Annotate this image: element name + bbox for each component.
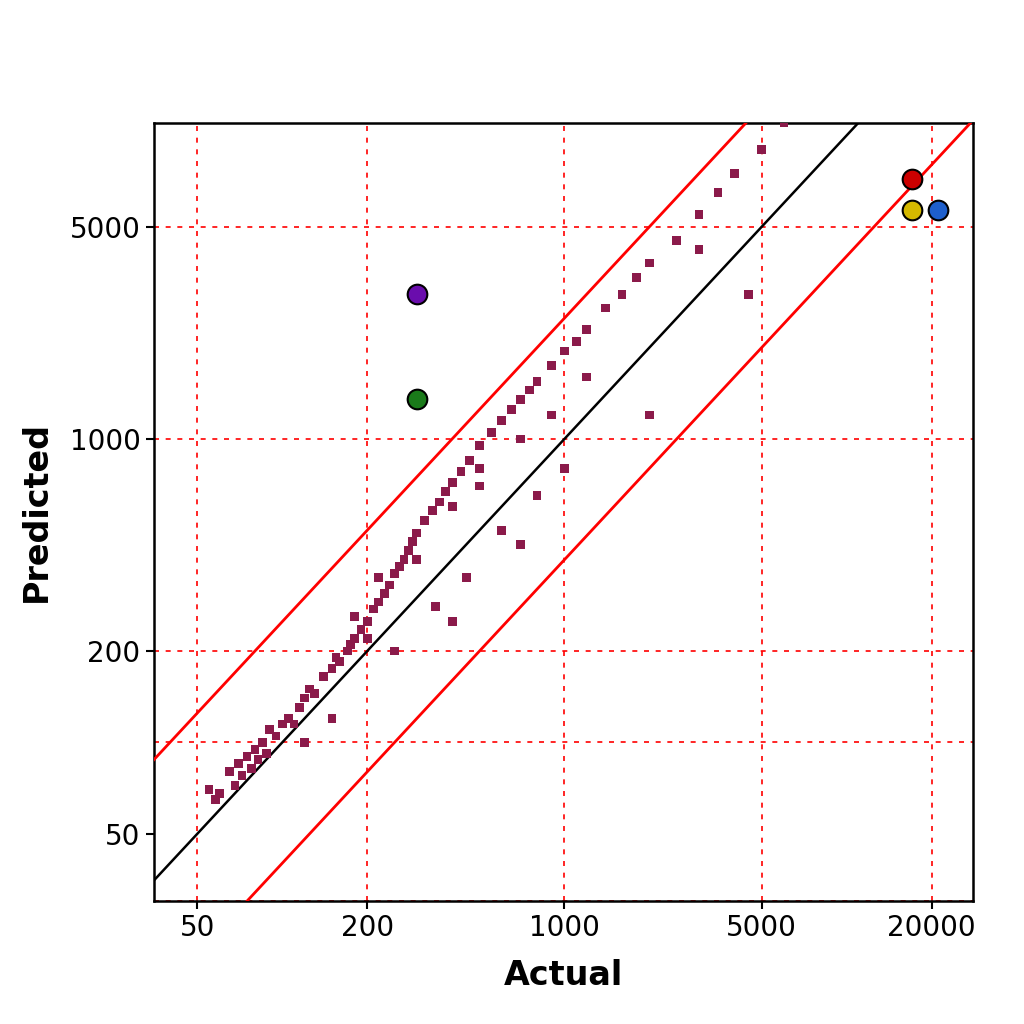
Y-axis label: Predicted: Predicted [19, 422, 53, 602]
Point [391, 558, 408, 574]
Point [471, 460, 487, 476]
Point [286, 716, 302, 732]
Point [268, 728, 285, 744]
Point [324, 660, 340, 677]
Point [230, 756, 247, 772]
Point [494, 522, 510, 539]
Point [381, 577, 397, 593]
Point [776, 115, 793, 131]
Point [494, 413, 510, 429]
Point [404, 534, 421, 550]
Point [365, 601, 381, 617]
Point [726, 165, 742, 181]
Point [613, 286, 630, 302]
Point [544, 407, 560, 423]
Point [315, 669, 332, 685]
Point [691, 206, 708, 222]
Point [431, 494, 447, 510]
Point [386, 643, 402, 659]
Point [453, 464, 469, 480]
Point [296, 734, 312, 751]
Point [324, 711, 340, 727]
Point [710, 184, 726, 201]
Point [903, 202, 920, 218]
Point [376, 585, 392, 601]
Point [233, 767, 250, 783]
Point [930, 202, 946, 218]
Point [221, 764, 238, 780]
Point [444, 613, 461, 630]
Point [513, 391, 529, 408]
Point [641, 407, 657, 423]
Point [409, 391, 425, 408]
Point [597, 300, 613, 316]
Point [459, 569, 475, 586]
Point [258, 745, 274, 762]
Point [471, 437, 487, 454]
Point [306, 685, 323, 701]
Point [201, 781, 217, 798]
Point [386, 565, 402, 582]
Point [291, 699, 307, 716]
Point [207, 791, 223, 807]
Point [579, 369, 595, 385]
Point [754, 141, 770, 158]
Point [328, 649, 344, 666]
Point [444, 498, 461, 514]
Point [352, 622, 369, 638]
Point [212, 785, 228, 802]
Point [641, 255, 657, 271]
Point [424, 503, 440, 519]
Point [244, 761, 260, 777]
Point [483, 424, 500, 440]
Point [544, 357, 560, 374]
Point [371, 594, 387, 610]
Point [274, 716, 291, 732]
Point [513, 536, 529, 552]
Point [417, 512, 433, 528]
Point [529, 487, 546, 504]
Point [409, 552, 425, 568]
Point [254, 734, 270, 751]
Point [568, 333, 585, 349]
Point [261, 722, 278, 738]
Point [371, 569, 387, 586]
Point [903, 171, 920, 187]
Point [513, 431, 529, 447]
Point [280, 711, 296, 727]
Point [409, 524, 425, 541]
X-axis label: Actual: Actual [504, 959, 623, 992]
Point [339, 643, 355, 659]
Point [669, 232, 685, 249]
Point [359, 631, 376, 647]
Point [504, 401, 520, 418]
Point [346, 631, 362, 647]
Point [226, 777, 243, 794]
Point [396, 552, 413, 568]
Point [556, 343, 572, 359]
Point [691, 242, 708, 258]
Point [359, 613, 376, 630]
Point [296, 690, 312, 707]
Point [301, 681, 317, 697]
Point [400, 542, 417, 558]
Point [521, 382, 538, 398]
Point [629, 269, 645, 286]
Point [444, 474, 461, 490]
Point [332, 653, 348, 670]
Point [428, 599, 444, 615]
Point [239, 749, 255, 765]
Point [471, 478, 487, 495]
Point [343, 637, 359, 653]
Point [579, 321, 595, 337]
Point [437, 483, 454, 500]
Point [740, 286, 757, 302]
Point [346, 608, 362, 625]
Point [409, 286, 425, 302]
Point [247, 741, 263, 758]
Point [556, 460, 572, 476]
Point [461, 453, 477, 469]
Point [250, 751, 266, 767]
Point [529, 373, 546, 389]
